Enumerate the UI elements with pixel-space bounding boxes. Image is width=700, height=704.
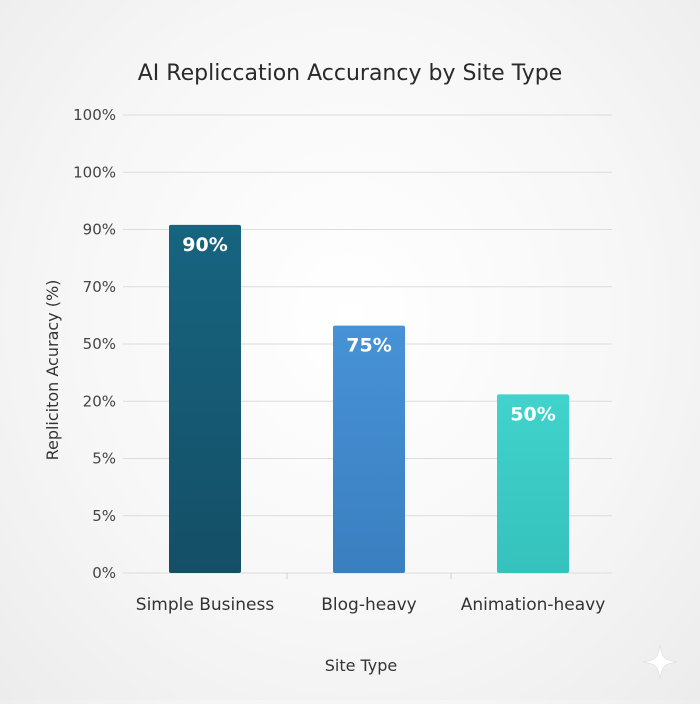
x-category-label: Simple Business (136, 595, 275, 615)
bar-simple-business (169, 224, 241, 574)
y-axis-ticks: 100% 100% 90% 70% 50% 20% 5% 5% 0% (73, 106, 116, 582)
bar-blog-heavy (333, 325, 405, 573)
bars: 90% 75% 50% (169, 224, 569, 574)
sparkle-icon (642, 644, 678, 680)
x-category-label: Animation-heavy (461, 595, 606, 615)
y-tick-label: 70% (83, 278, 116, 296)
bar-value-label: 90% (182, 234, 227, 256)
y-tick-label: 100% (73, 106, 116, 124)
y-tick-label: 20% (83, 392, 116, 410)
y-tick-label: 50% (83, 335, 116, 353)
y-tick-label: 100% (73, 163, 116, 181)
bar-value-label: 75% (346, 335, 391, 357)
y-tick-label: 90% (83, 221, 116, 239)
bar-value-label: 50% (510, 403, 555, 425)
chart-title: AI Replicc­ation Accurancy by Site Type (138, 61, 562, 86)
bar-animation-heavy (497, 394, 569, 573)
y-tick-label: 5% (92, 450, 116, 468)
x-category-label: Blog-heavy (321, 595, 416, 615)
x-axis-ticks: Simple Business Blog-heavy Animation-heavy (136, 595, 606, 615)
y-axis-title: Repliciton Acuracy (%) (43, 280, 62, 461)
x-axis-title: Site Type (325, 656, 398, 675)
y-tick-label: 0% (92, 564, 116, 582)
y-tick-label: 5% (92, 507, 116, 525)
